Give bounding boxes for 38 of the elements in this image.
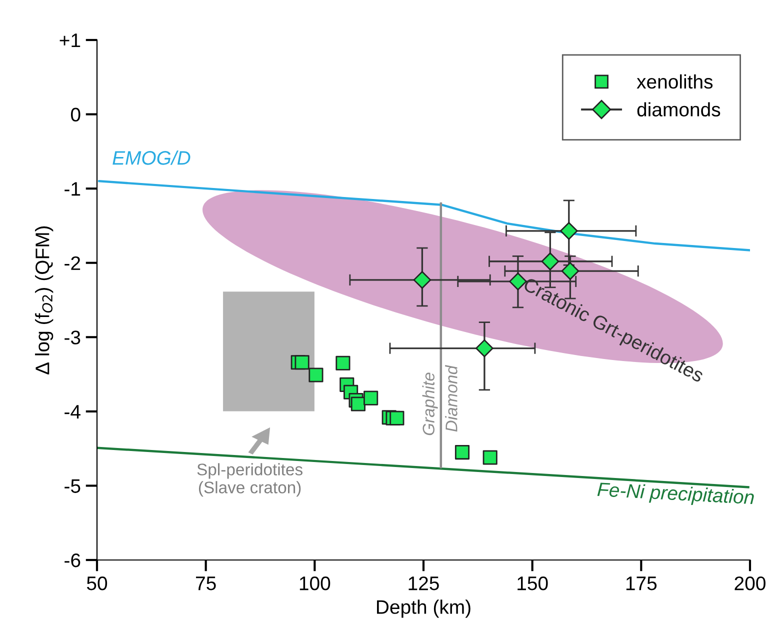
x-tick-label: 100 <box>300 576 330 590</box>
point <box>541 252 560 270</box>
legend-label: diamonds <box>637 102 720 116</box>
y-tick-label: 0 <box>70 108 80 122</box>
annotation: EMOG/D <box>112 150 190 165</box>
x-tick-label: 175 <box>626 576 657 590</box>
point <box>413 271 432 289</box>
y-tick-label: -1 <box>64 182 80 196</box>
point <box>561 262 580 280</box>
point <box>350 396 366 412</box>
point <box>308 368 324 382</box>
point <box>336 356 350 370</box>
point <box>294 355 310 370</box>
y-tick-label: -2 <box>64 256 80 270</box>
point <box>482 450 498 465</box>
point <box>454 445 470 460</box>
annotation: Diamond <box>445 365 458 432</box>
x-tick-label: 125 <box>408 576 439 590</box>
point <box>476 339 494 358</box>
annotation: Fe-Ni precipitation <box>597 482 754 508</box>
y-tick-label: -6 <box>64 553 80 568</box>
legend-label: xenoliths <box>636 74 713 89</box>
point <box>560 222 578 240</box>
x-tick-label: 50 <box>86 576 108 590</box>
x-tick-label: 200 <box>734 576 766 590</box>
y-tick-label: -5 <box>64 479 80 493</box>
x-tick-label: 75 <box>196 576 216 590</box>
x-tick-label: 150 <box>518 576 548 590</box>
y-tick-label: -4 <box>64 405 80 418</box>
annotation: Spl-peridotites (Slave craton) <box>197 463 302 497</box>
y-axis-title: Δ log (f$_{O2}$) (QFM) <box>35 226 54 374</box>
annotation: Graphite <box>422 372 438 436</box>
x-axis-title: Depth (km) <box>377 600 470 618</box>
point <box>364 390 378 406</box>
y-tick-label: +1 <box>60 34 80 48</box>
y-tick-label: -3 <box>64 330 80 344</box>
point <box>390 410 404 426</box>
line-series <box>98 180 750 252</box>
